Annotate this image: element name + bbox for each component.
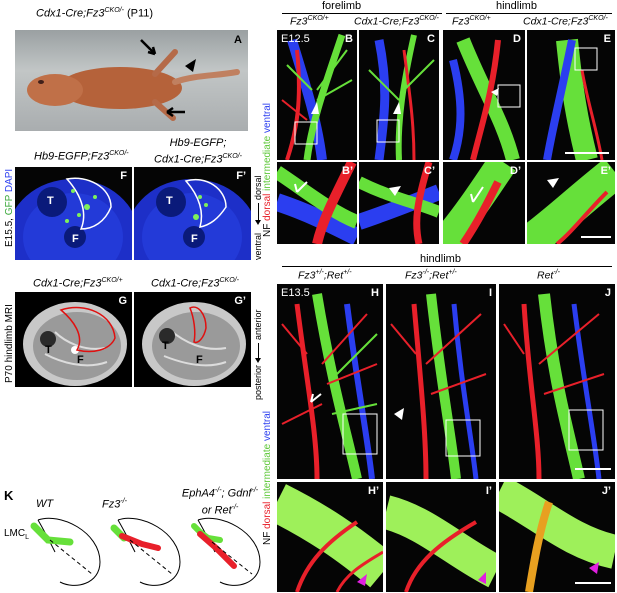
panel-b-stage: E12.5 — [281, 33, 310, 45]
panel-g-side-label: P70 hindlimb MRI — [4, 304, 15, 383]
col-i-genotype: Fz3-/-;Ret+/- — [405, 269, 457, 282]
col-e-genotype: Cdx1-Cre;Fz3CKO/- — [523, 15, 608, 28]
label-f: F — [77, 354, 84, 366]
hindlimb-header-2: hindlimb — [420, 253, 461, 265]
posterior-label: posterior — [253, 364, 263, 400]
panel-i2-letter: I’ — [485, 485, 492, 497]
panel-d2-image: D’ — [443, 162, 525, 244]
dv-axis-line — [258, 203, 259, 223]
label-f: F — [191, 233, 198, 245]
panel-g-image: T F G — [15, 292, 132, 387]
label-t: T — [166, 195, 173, 207]
panel-f2-label: Hb9-EGFP; Cdx1-Cre;Fz3CKO/- — [154, 137, 242, 166]
arrow-icon — [166, 106, 185, 118]
k-mutant-label: EphA4-/-; Gdnf-/- or Ret-/- — [181, 487, 259, 517]
panel-h-letter: H — [371, 287, 379, 299]
panel-j-image: J — [499, 284, 615, 479]
panel-h-stage: E13.5 — [281, 287, 310, 299]
hindlimb-bracket-2 — [282, 266, 612, 267]
panel-g-letter: G — [118, 295, 127, 307]
panel-i-image: I — [386, 284, 496, 479]
ap-axis-line — [258, 343, 259, 360]
hindlimb-bracket — [446, 13, 612, 14]
col-d-genotype: Fz3CKO/+ — [452, 15, 491, 28]
panel-h2-image: H’ — [277, 482, 383, 592]
panel-f-letter: F — [120, 170, 127, 182]
anterior-label: anterior — [253, 309, 263, 340]
panel-a-letter: A — [234, 34, 242, 46]
panel-k-schematic — [30, 517, 261, 586]
panel-g2-label: Cdx1-Cre;Fz3CKO/- — [151, 277, 239, 290]
pup-body — [58, 67, 182, 109]
pup-tail — [172, 69, 240, 85]
panel-h-image: E13.5 H — [277, 284, 383, 479]
col-c-genotype: Cdx1-Cre;Fz3CKO/- — [354, 15, 439, 28]
label-t: T — [47, 195, 54, 207]
panel-f-side-label: E15.5, GFP DAPI — [4, 168, 15, 247]
k-wt-label: WT — [36, 498, 54, 510]
panel-e-image: E — [527, 30, 615, 160]
panel-a-title: Cdx1-Cre;Fz3CKO/- (P11) — [36, 7, 154, 20]
col-j-genotype: Ret-/- — [537, 269, 560, 282]
panel-d-letter: D — [513, 33, 521, 45]
panel-c2-letter: C’ — [424, 165, 435, 177]
panel-e-letter: E — [603, 33, 611, 45]
chevron-down-icon — [255, 358, 261, 363]
panel-b2-letter: B’ — [342, 165, 353, 177]
panel-d2-letter: D’ — [510, 165, 521, 177]
k-fz3-label: Fz3-/- — [102, 498, 127, 511]
panel-c-letter: C — [427, 33, 435, 45]
panel-f2-image: T F F’ — [134, 167, 251, 260]
panel-k-letter: K — [4, 488, 14, 503]
col-b-genotype: Fz3CKO/+ — [290, 15, 329, 28]
panel-j-letter: J — [604, 287, 611, 299]
arrowhead-icon — [185, 59, 196, 72]
panel-j2-letter: J’ — [601, 485, 611, 497]
panel-g2-letter: G’ — [234, 295, 246, 307]
panel-f2-letter: F’ — [236, 170, 246, 182]
label-f: F — [72, 233, 79, 245]
pup-head — [27, 74, 83, 106]
panel-g-label: Cdx1-Cre;Fz3CKO/+ — [33, 277, 123, 290]
panel-g2-image: T F G’ — [134, 292, 251, 387]
panel-h2-letter: H’ — [368, 485, 379, 497]
forelimb-header: forelimb — [322, 0, 362, 12]
col-h-genotype: Fz3+/-;Ret+/- — [298, 269, 352, 282]
panel-c-image: C — [359, 30, 439, 160]
label-t: T — [45, 344, 52, 356]
panel-f-image: T F F — [15, 167, 132, 260]
label-f: F — [196, 354, 203, 366]
panel-c2-image: C’ — [359, 162, 439, 244]
forelimb-bracket — [282, 13, 442, 14]
panel-b2-image: B’ — [277, 162, 357, 244]
panel-a-photo: A — [15, 30, 248, 131]
panel-b-letter: B — [345, 33, 353, 45]
panel-j2-image: J’ — [499, 482, 615, 592]
k-lmc-label: LMCL — [4, 528, 30, 541]
panel-d-image: D — [443, 30, 525, 160]
hindlimb-header: hindlimb — [496, 0, 537, 12]
panel-i2-image: I’ — [386, 482, 496, 592]
arrow-icon — [140, 39, 157, 56]
panel-f-label: Hb9-EGFP;Fz3CKO/- — [34, 150, 129, 163]
ventral-label: ventral — [253, 232, 263, 260]
panel-b-side-label: NF dorsal intermediate ventral — [262, 103, 273, 237]
panel-b-image: E12.5 B — [277, 30, 357, 160]
panel-e2-letter: E’ — [600, 165, 611, 177]
label-t: T — [162, 340, 169, 352]
panel-i-letter: I — [488, 287, 492, 299]
panel-e2-image: E’ — [527, 162, 615, 244]
chevron-down-icon — [255, 220, 261, 225]
